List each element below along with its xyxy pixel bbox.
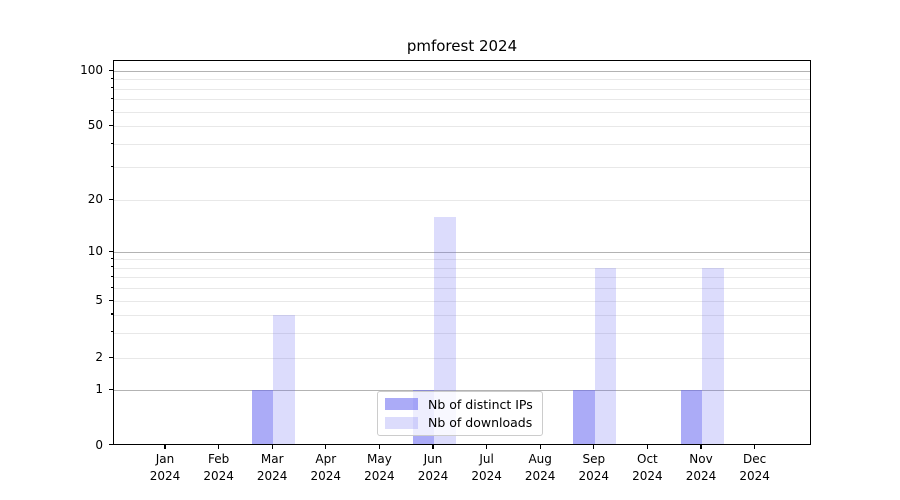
x-tick-label-feb: Feb 2024 <box>203 452 234 483</box>
gridline-minor-40 <box>114 144 810 146</box>
bar-distinct-ips-sep <box>573 390 595 444</box>
x-tick-mark-mar <box>271 445 273 449</box>
x-tick-mark-apr <box>325 445 327 449</box>
bar-downloads-mar <box>273 314 295 444</box>
x-tick-label-jan: Jan 2024 <box>149 452 181 483</box>
legend-item-distinct-ips: Nb of distinct IPs <box>378 396 542 413</box>
x-tick-mark-dec <box>754 445 756 449</box>
x-tick-label-nov: Nov 2024 <box>685 452 717 483</box>
gridline-minor-4 <box>114 314 810 316</box>
bar-distinct-ips-mar <box>251 390 274 444</box>
x-tick-mark-jul <box>486 445 488 449</box>
x-tick-mark-jan <box>164 445 166 449</box>
y-tick-label-20: 20 <box>87 192 103 206</box>
x-tick-mark-jun <box>432 445 434 449</box>
y-minor-tick-mark-8 <box>110 266 113 268</box>
gridline-minor-6 <box>114 288 810 290</box>
y-tick-mark-10 <box>108 250 113 252</box>
y-minor-tick-mark-60 <box>110 110 113 112</box>
y-tick-label-10: 10 <box>87 244 103 258</box>
y-tick-label-0: 0 <box>95 437 103 452</box>
y-tick-mark-5 <box>108 299 113 301</box>
y-tick-mark-50 <box>108 124 113 126</box>
gridline-minor-90 <box>114 79 810 81</box>
y-minor-tick-mark-3 <box>110 331 113 333</box>
y-minor-tick-mark-90 <box>110 77 113 80</box>
x-tick-label-sep: Sep 2024 <box>578 452 610 483</box>
gridline-minor-3 <box>114 332 810 334</box>
gridline-minor-30 <box>114 167 810 169</box>
legend-swatch-downloads <box>385 416 418 429</box>
y-minor-tick-mark-30 <box>110 165 113 167</box>
gridline-major-10 <box>114 252 810 253</box>
y-tick-mark-20 <box>108 198 113 200</box>
y-tick-mark-0 <box>108 444 113 446</box>
gridline-minor-2 <box>114 358 810 359</box>
x-tick-mark-aug <box>539 445 541 449</box>
x-tick-label-may: May 2024 <box>364 452 395 483</box>
x-tick-mark-may <box>378 445 380 449</box>
y-minor-tick-mark-9 <box>110 257 113 260</box>
y-minor-tick-mark-70 <box>110 97 113 99</box>
gridline-major-100 <box>114 71 810 72</box>
legend-swatch-distinct-ips <box>385 398 418 411</box>
y-minor-tick-mark-40 <box>110 142 113 144</box>
x-tick-label-mar: Mar 2024 <box>256 452 288 483</box>
gridline-major-1 <box>114 390 810 391</box>
y-minor-tick-mark-4 <box>110 313 113 315</box>
bar-downloads-sep <box>594 267 617 444</box>
plot-area <box>113 60 811 445</box>
gridline-minor-5 <box>114 301 810 302</box>
x-tick-label-apr: Apr 2024 <box>310 452 342 483</box>
legend-label-downloads: Nb of downloads <box>428 415 533 431</box>
y-minor-tick-mark-80 <box>110 87 113 89</box>
x-tick-mark-nov <box>700 445 702 449</box>
y-tick-label-100: 100 <box>80 63 103 77</box>
gridline-minor-20 <box>114 200 810 201</box>
legend: Nb of distinct IPs Nb of downloads <box>377 391 543 436</box>
bar-downloads-jun <box>434 216 456 444</box>
bar-distinct-ips-nov <box>680 390 702 444</box>
y-tick-label-2: 2 <box>95 350 103 364</box>
x-tick-label-aug: Aug 2024 <box>524 452 556 483</box>
gridline-minor-8 <box>114 267 810 269</box>
legend-label-distinct-ips: Nb of distinct IPs <box>428 396 533 412</box>
y-tick-label-5: 5 <box>95 293 103 307</box>
x-tick-label-jul: Jul 2024 <box>471 452 502 483</box>
x-tick-label-oct: Oct 2024 <box>632 452 663 483</box>
y-tick-label-1: 1 <box>95 382 103 396</box>
gridline-minor-80 <box>114 88 810 90</box>
chart-title: pmforest 2024 <box>406 37 518 55</box>
x-tick-mark-feb <box>218 445 220 449</box>
y-tick-mark-1 <box>108 388 113 390</box>
bar-downloads-nov <box>702 267 724 444</box>
x-tick-mark-sep <box>593 445 595 449</box>
x-tick-mark-oct <box>646 445 648 449</box>
y-tick-mark-2 <box>108 356 113 358</box>
gridline-minor-70 <box>114 99 810 101</box>
y-tick-mark-100 <box>108 69 113 71</box>
gridline-minor-9 <box>114 259 810 261</box>
gridline-minor-7 <box>114 277 810 279</box>
y-minor-tick-mark-6 <box>110 286 113 288</box>
y-minor-tick-mark-7 <box>110 275 113 277</box>
x-tick-label-dec: Dec 2024 <box>739 452 770 483</box>
gridline-minor-50 <box>114 126 810 127</box>
legend-item-downloads: Nb of downloads <box>378 414 542 431</box>
gridline-minor-60 <box>114 111 810 113</box>
x-tick-label-jun: Jun 2024 <box>417 452 449 483</box>
y-tick-label-50: 50 <box>87 118 103 132</box>
